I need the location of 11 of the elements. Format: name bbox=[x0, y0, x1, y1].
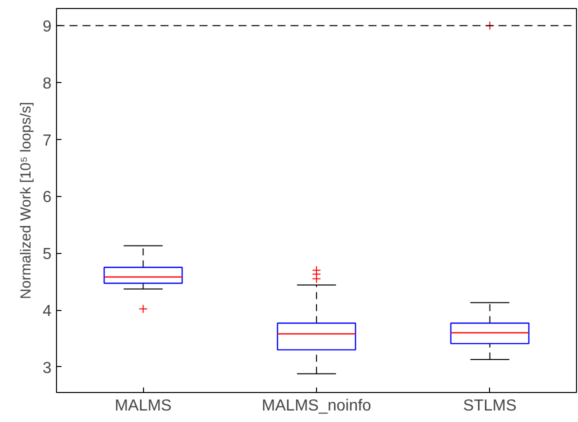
y-tick-label: 7 bbox=[42, 132, 52, 150]
x-tick-label: MALMS_noinfo bbox=[262, 398, 372, 414]
y-tick-label: 4 bbox=[42, 303, 52, 320]
y-tick-label: 5 bbox=[42, 246, 52, 264]
y-tick-label: 3 bbox=[42, 360, 52, 377]
x-tick-label: STLMS bbox=[463, 398, 517, 414]
y-tick-label: 9 bbox=[42, 18, 52, 36]
x-tick-label: MALMS bbox=[114, 398, 172, 414]
y-tick-label: 8 bbox=[42, 75, 52, 92]
y-axis-title: Normalized Work [10⁵ loops/s] bbox=[18, 102, 35, 300]
y-tick-label: 6 bbox=[42, 189, 52, 206]
